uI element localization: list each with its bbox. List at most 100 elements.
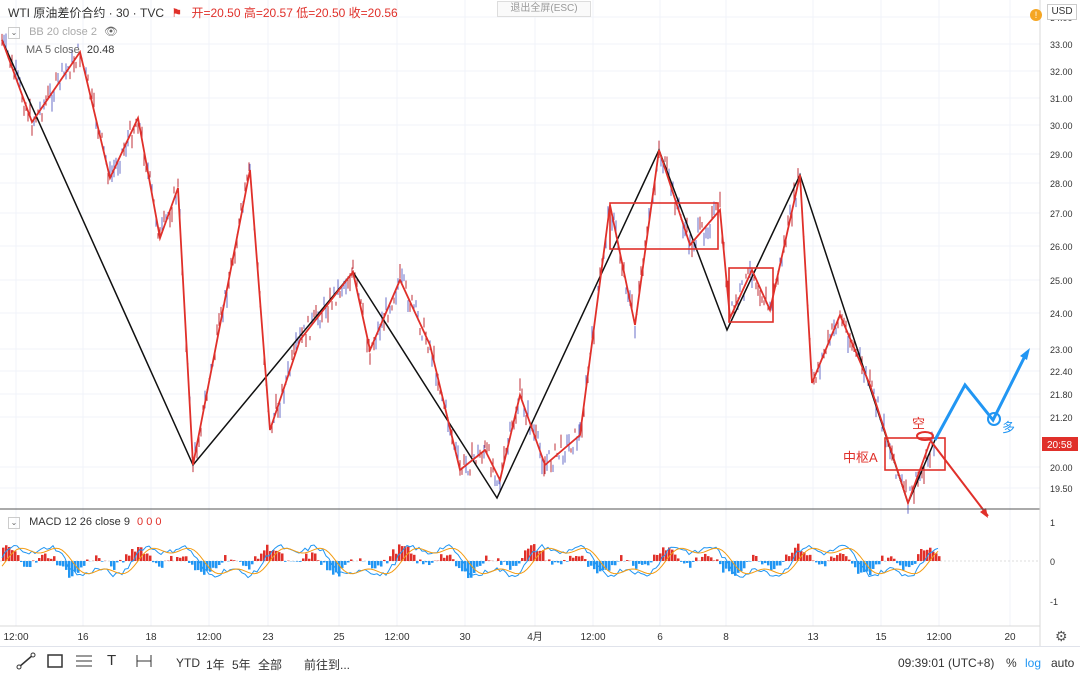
macd-histogram-bar: [560, 561, 563, 564]
macd-histogram-bar: [479, 561, 482, 566]
macd-histogram-bar: [20, 561, 23, 562]
macd-histogram-bar: [905, 561, 908, 567]
alert-dot-icon[interactable]: !: [1030, 9, 1042, 21]
macd-histogram-bar: [620, 555, 623, 561]
exit-fullscreen-button[interactable]: 退出全屏(ESC): [497, 1, 591, 17]
macd-histogram-bar: [482, 561, 485, 564]
short-label: 空: [912, 416, 925, 431]
macd-histogram-bar: [350, 559, 353, 561]
macd-histogram-bar: [809, 555, 812, 561]
macd-histogram-bar: [359, 558, 362, 561]
macd-histogram-bar: [416, 561, 419, 563]
bb-legend[interactable]: ⌄ BB 20 close 2 👁: [8, 25, 118, 39]
macd-histogram-bar: [302, 558, 305, 561]
macd-histogram-bar: [422, 561, 425, 564]
macd-histogram-bar: [305, 554, 308, 561]
macd-histogram-bar: [575, 556, 578, 561]
goto-date-button[interactable]: 前往到...: [304, 656, 350, 673]
macd-histogram-bar: [497, 558, 500, 561]
macd-histogram-bar: [14, 551, 17, 561]
measure-tool-icon[interactable]: [134, 652, 154, 673]
macd-histogram-bar: [743, 561, 746, 568]
price-tick: 21.20: [1050, 413, 1073, 423]
macd-histogram-bar: [647, 561, 650, 565]
price-axis[interactable]: 34.0033.0032.0031.0030.0029.0028.0027.00…: [1050, 13, 1073, 494]
price-tick: 23.00: [1050, 345, 1073, 355]
macd-histogram-bar: [509, 561, 512, 570]
text-tool-icon[interactable]: T: [107, 652, 116, 669]
bottom-toolbar: T YTD 1年 5年 全部 前往到... 09:39:01 (UTC+8) %…: [0, 646, 1080, 676]
range-all[interactable]: 全部: [258, 656, 282, 673]
macd-histogram-bar: [122, 561, 125, 562]
rectangle-tool-icon[interactable]: [45, 652, 65, 673]
log-toggle[interactable]: log: [1025, 656, 1041, 670]
auto-toggle[interactable]: auto: [1051, 656, 1074, 670]
macd-histogram-bar: [596, 561, 599, 573]
macd-histogram-bar: [671, 550, 674, 561]
price-tick: 27.00: [1050, 209, 1073, 219]
range-1y[interactable]: 1年: [206, 656, 225, 673]
macd-histogram-bar: [248, 561, 251, 569]
macd-histogram-bar: [443, 558, 446, 561]
percent-toggle[interactable]: %: [1006, 656, 1017, 670]
macd-histogram-bar: [56, 561, 59, 565]
high-value: 高=20.57: [244, 6, 293, 20]
macd-histogram-bar: [38, 558, 41, 561]
time-tick: 25: [333, 632, 345, 643]
macd-histogram-bar: [557, 561, 560, 563]
macd-histogram-bar: [839, 553, 842, 561]
macd-histogram-bar: [821, 561, 824, 564]
macd-histogram-bar: [221, 561, 224, 563]
bb-label: BB 20 close 2: [29, 26, 97, 38]
macd-histogram-bar: [179, 558, 182, 561]
macd-histogram-bar: [572, 558, 575, 561]
macd-histogram-bar: [848, 560, 851, 561]
eye-icon[interactable]: 👁: [104, 26, 118, 38]
flag-icon[interactable]: ⚑: [171, 6, 182, 20]
macd-histogram-bar: [446, 555, 449, 561]
macd-histogram-bar: [725, 561, 728, 569]
collapse-chevron-icon[interactable]: ⌄: [8, 27, 20, 39]
macd-histogram-bar: [896, 561, 899, 563]
macd-histogram-bar: [308, 559, 311, 561]
macd-axis[interactable]: 10-1: [1050, 518, 1058, 607]
price-tick: 30.00: [1050, 121, 1073, 131]
trendline-tool-icon[interactable]: [16, 652, 36, 673]
fib-tool-icon[interactable]: [74, 652, 94, 673]
chart-grid: [0, 0, 1040, 626]
macd-histogram-bar: [68, 561, 71, 578]
macd-histogram-bar: [341, 561, 344, 568]
macd-histogram-bar: [371, 561, 374, 568]
macd-histogram-bar: [389, 556, 392, 561]
macd-legend[interactable]: ⌄ MACD 12 26 close 9 0 0 0: [8, 515, 161, 529]
range-5y[interactable]: 5年: [232, 656, 251, 673]
clock-readout[interactable]: 09:39:01 (UTC+8): [898, 656, 994, 670]
price-tick: 22.40: [1050, 367, 1073, 377]
macd-histogram-bar: [773, 561, 776, 569]
macd-histogram-bar: [737, 561, 740, 573]
macd-histogram-bar: [284, 561, 287, 562]
macd-collapse-icon[interactable]: ⌄: [8, 517, 20, 529]
macd-histogram-bar: [347, 561, 350, 562]
open-value: 开=20.50: [191, 6, 240, 20]
macd-histogram-bar: [920, 549, 923, 561]
currency-button[interactable]: USD: [1047, 4, 1077, 20]
macd-histogram-bar: [113, 561, 116, 570]
time-tick: 12:00: [580, 632, 605, 643]
macd-histogram-bar: [47, 558, 50, 561]
macd-histogram-bar: [62, 561, 65, 566]
ma-legend[interactable]: MA 5 close 20.48: [26, 43, 114, 57]
macd-histogram-bar: [746, 561, 749, 562]
symbol-title[interactable]: WTI 原油差价合约 · 30 · TVC: [8, 6, 164, 20]
macd-histogram-bar: [614, 561, 617, 565]
macd-histogram-bar: [617, 561, 620, 562]
range-ytd[interactable]: YTD: [176, 656, 200, 670]
macd-histogram-bar: [449, 555, 452, 561]
macd-histogram-bar: [116, 561, 119, 562]
macd-histogram-bar: [254, 556, 257, 561]
gear-icon[interactable]: ⚙: [1055, 628, 1068, 644]
macd-histogram-bar: [83, 561, 86, 566]
macd-histogram-bar: [710, 557, 713, 561]
